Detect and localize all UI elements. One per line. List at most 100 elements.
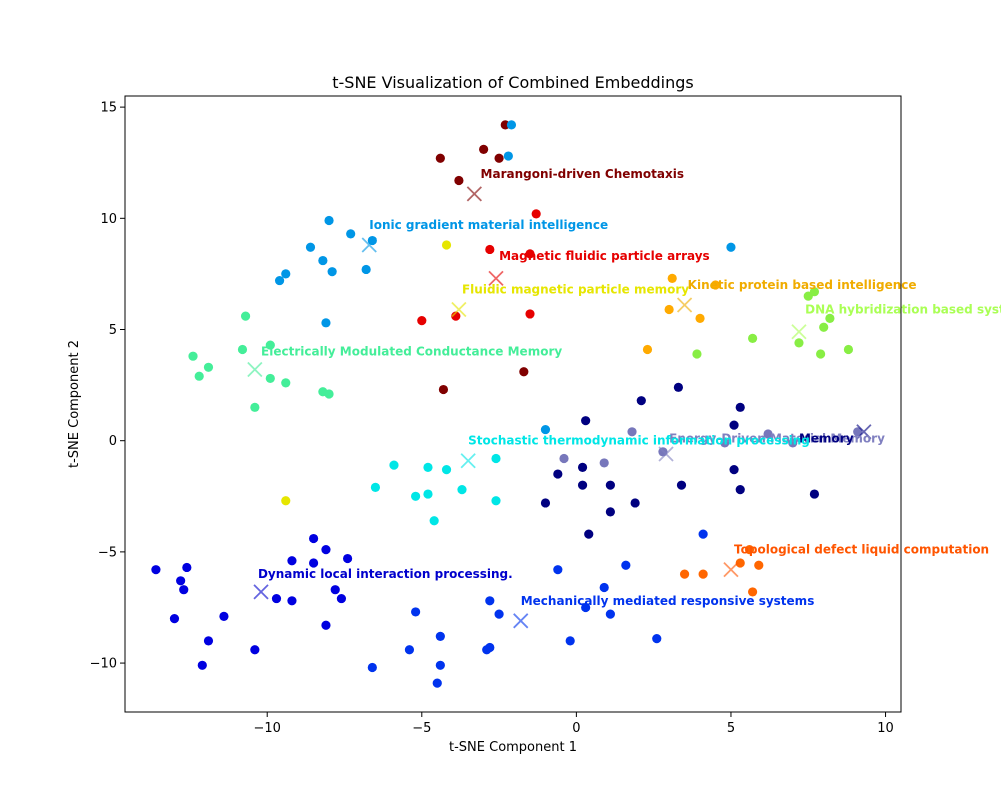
data-point <box>287 556 297 566</box>
data-point <box>151 565 161 575</box>
centroid-stroke <box>658 446 674 462</box>
data-point <box>441 465 452 475</box>
data-point <box>540 424 551 435</box>
data-point <box>581 416 591 426</box>
data-point <box>698 569 708 579</box>
data-point <box>577 480 588 490</box>
data-point <box>435 631 445 641</box>
data-point <box>321 620 331 630</box>
cluster-centroid-marker <box>460 453 476 469</box>
data-point <box>182 562 192 573</box>
data-point <box>457 485 467 495</box>
data-point <box>194 371 204 381</box>
cluster-centroid-marker <box>466 186 482 202</box>
data-point <box>240 311 251 321</box>
x-axis-ticks: −10 −5 0 5 10 <box>253 712 894 736</box>
data-point <box>491 496 501 506</box>
data-point <box>250 402 260 412</box>
x-axis-label: t-SNE Component 1 <box>449 740 577 755</box>
data-point <box>435 660 445 670</box>
data-point <box>853 427 863 437</box>
data-point <box>417 316 427 326</box>
data-point <box>577 462 588 472</box>
x-tick-label: 5 <box>727 721 735 736</box>
data-point <box>698 529 708 539</box>
x-tick-label: 0 <box>572 721 580 736</box>
data-point <box>754 560 764 570</box>
cluster-centroid-marker <box>723 562 739 578</box>
cluster-centroid-marker <box>488 270 504 286</box>
data-point <box>816 349 826 359</box>
data-point <box>370 482 381 492</box>
data-point <box>271 593 282 604</box>
data-point <box>342 553 353 564</box>
data-point <box>794 338 804 348</box>
data-point <box>281 378 291 388</box>
cluster-label: Mechanically mediated responsive systems <box>521 594 815 608</box>
cluster-label: DNA hybridization based systems <box>805 302 1001 316</box>
data-point <box>735 402 745 412</box>
data-point <box>673 382 684 392</box>
data-point <box>553 469 563 479</box>
cluster-centroid-marker <box>658 446 674 462</box>
data-point <box>652 634 662 644</box>
data-point <box>605 480 615 490</box>
data-point <box>346 229 356 239</box>
data-point <box>710 280 721 290</box>
cluster-label: Memory <box>799 431 854 445</box>
data-point <box>636 396 646 406</box>
cluster-label: Kinetic protein based intelligence <box>688 278 917 292</box>
data-point <box>389 460 399 470</box>
data-point <box>274 275 285 286</box>
data-point <box>197 660 207 670</box>
data-point <box>485 596 495 606</box>
data-point <box>531 209 541 219</box>
cluster-centroid-marker <box>253 584 269 600</box>
cluster-label: Stochastic thermodynamic information pro… <box>468 434 810 448</box>
data-point <box>485 244 495 255</box>
cluster-centroid-marker <box>791 324 807 340</box>
cluster-label: Dynamic local interaction processing. <box>258 567 513 581</box>
data-point <box>519 367 529 377</box>
y-tick-label: −10 <box>90 657 117 672</box>
data-point <box>735 558 745 568</box>
data-point <box>809 489 820 499</box>
data-point <box>305 242 316 252</box>
data-point <box>318 255 328 266</box>
data-point <box>321 545 331 555</box>
data-point <box>763 429 773 439</box>
y-tick-label: −5 <box>98 545 117 560</box>
data-point <box>565 636 575 646</box>
y-axis-ticks: −10 −5 0 5 10 15 <box>90 101 125 672</box>
data-point <box>324 389 334 399</box>
data-point <box>491 453 501 464</box>
cluster-label: Energy-Driven Material Memory <box>669 431 885 445</box>
cluster-centroid-marker <box>676 297 693 313</box>
data-point <box>553 565 563 575</box>
cluster-label: Ionic gradient material intelligence <box>369 218 608 232</box>
plot-frame <box>124 95 902 713</box>
data-point <box>324 215 334 226</box>
data-point <box>265 340 275 350</box>
data-point <box>679 569 690 579</box>
data-point <box>404 645 415 655</box>
data-point <box>525 249 535 259</box>
cluster-centroid-marker <box>451 301 467 318</box>
cluster-label: Fluidic magnetic particle memory <box>462 282 689 296</box>
data-point <box>188 351 198 361</box>
data-point <box>540 498 551 508</box>
y-axis-label: t-SNE Component 2 <box>67 340 82 468</box>
data-point <box>203 362 214 372</box>
data-point <box>809 287 820 297</box>
centroid-stroke <box>253 584 269 600</box>
data-point <box>308 558 319 568</box>
data-point <box>411 491 421 501</box>
data-point <box>321 318 331 328</box>
data-point <box>584 529 594 539</box>
centroid-stroke <box>723 562 739 578</box>
data-point <box>432 678 442 688</box>
cluster-labels: Marangoni-driven Chemotaxis Ionic gradien… <box>258 167 1001 608</box>
data-point <box>429 516 439 526</box>
